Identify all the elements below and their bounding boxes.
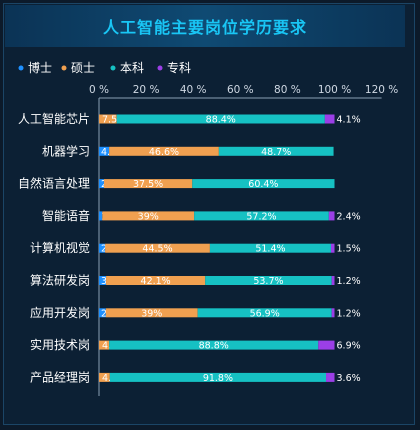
category-label-1: 机器学习 [42,143,90,158]
bar-segment-1-2 [218,146,334,156]
category-label-7: 实用技术岗 [30,337,90,352]
bar-segment-8-2 [109,372,327,382]
category-label-6: 应用开发岗 [30,305,90,320]
bar-segment-7-1 [99,340,110,350]
bar-segment-3-1 [102,211,195,221]
bar-segment-6-2 [197,308,332,318]
data-label-6-2: 56.9% [250,308,280,319]
x-tick-label-1: 20 % [133,84,160,96]
data-label-4-1: 44.5% [142,244,172,255]
bar-segment-2-0 [99,179,104,189]
data-label-1-2: 48.7% [261,147,291,158]
bar-segment-6-0 [99,308,106,318]
x-tick-label-3: 60 % [227,84,254,96]
x-tick-label-2: 40 % [180,84,207,96]
chart-title: 人工智能主要岗位学历要求 [102,18,307,37]
bar-segment-2-1 [103,179,193,189]
bar-segment-2-2 [192,179,335,189]
data-label-5-2: 53.7% [253,276,283,287]
bar-segment-0-2 [116,114,325,124]
bar-segment-1-1 [109,146,219,156]
bar-segment-7-3 [318,340,335,350]
bar-segment-3-0 [99,211,103,221]
legend-marker-2 [110,65,116,71]
data-label-2-1: 37.5% [133,179,163,190]
legend-label-1: 硕士 [71,61,95,75]
category-label-0: 人工智能芯片 [18,111,90,126]
x-tick-label-0: 0 % [89,84,109,96]
bar-segment-7-2 [109,340,319,350]
data-label-0-2: 88.4% [206,115,236,126]
bar-segment-4-3 [330,243,335,253]
bar-segment-6-1 [105,308,198,318]
data-label-6-3: 1.2% [337,308,361,319]
data-label-3-3: 2.4% [337,211,361,222]
bar-segment-6-3 [331,308,335,318]
data-label-5-3: 1.2% [337,276,361,287]
data-label-5-1: 42.1% [141,276,171,287]
legend-marker-0 [18,65,24,71]
data-label-8-2: 91.8% [203,373,233,384]
data-label-4-3: 1.5% [337,244,361,255]
data-label-0-1: 7.5% [102,115,126,126]
data-label-3-2: 57.2% [246,211,276,222]
data-label-4-2: 51.4% [255,244,285,255]
category-label-8: 产品经理岗 [30,370,90,384]
bar-segment-4-2 [209,243,331,253]
x-tick-label-6: 120 % [365,84,398,96]
category-label-2: 自然语言处理 [18,176,90,191]
legend-label-2: 本科 [120,61,144,75]
bar-segment-1-0 [99,146,110,156]
category-label-3: 智能语音 [42,208,90,223]
data-label-0-3: 4.1% [337,115,361,126]
bar-segment-3-3 [328,211,335,221]
legend-label-3: 专科 [167,60,191,75]
legend-marker-1 [61,65,67,71]
data-label-3-1: 39% [138,211,159,222]
bar-segment-4-0 [99,243,106,253]
bar-segment-0-1 [99,114,117,124]
category-label-5: 算法研发岗 [30,273,90,288]
data-label-6-1: 39% [141,308,162,319]
bar-segment-5-3 [331,276,335,285]
data-label-7-2: 88.8% [199,341,229,352]
bar-segment-5-1 [106,276,206,285]
bar-segment-5-0 [99,276,107,285]
data-label-7-3: 6.9% [337,341,361,352]
data-label-2-2: 60.4% [248,179,278,190]
title-bar: 人工智能主要岗位学历要求 [5,5,405,47]
data-label-1-1: 46.6% [149,147,179,158]
bar-segment-8-1 [99,372,110,382]
legend-label-0: 博士 [28,60,52,75]
data-label-8-3: 3.6% [337,373,361,384]
bar-segment-0-3 [324,114,335,124]
bar-segment-3-2 [194,211,329,221]
category-label-4: 计算机视觉 [30,240,90,255]
bar-segment-8-3 [326,372,335,382]
x-tick-label-5: 100 % [318,84,351,96]
legend-marker-3 [157,65,163,71]
bar-segment-5-2 [205,276,332,285]
bar-segment-4-1 [105,243,210,253]
x-tick-label-4: 80 % [274,84,301,96]
